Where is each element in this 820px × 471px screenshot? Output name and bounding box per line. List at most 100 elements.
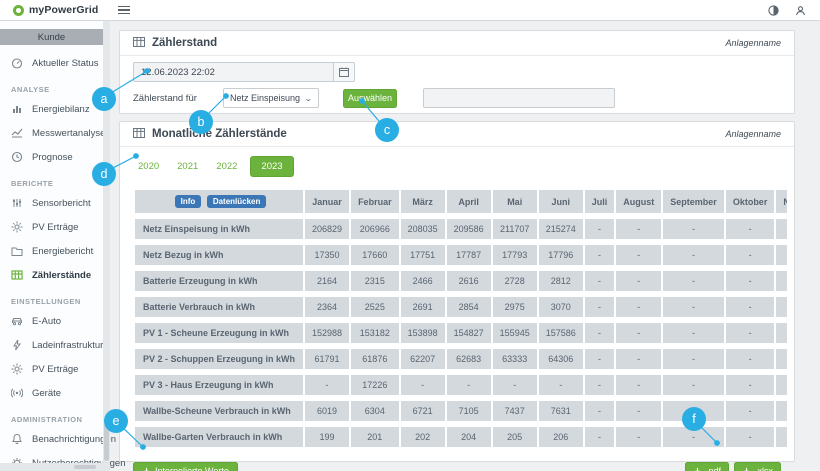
value-cell: 206: [538, 427, 583, 447]
meter-reading-card: Zählerstand Anlagenname Zählerstand für …: [119, 30, 795, 114]
value-cell: -: [584, 375, 615, 395]
value-cell: -: [616, 297, 662, 317]
sidebar-item-label: Ladeinfrastruktur: [32, 339, 104, 351]
meter-type-select[interactable]: Netz Einspeisung ⌄: [223, 88, 319, 108]
export-xlsx-button[interactable]: .xlsx: [734, 462, 781, 471]
car-icon: [11, 315, 23, 327]
tab-2022[interactable]: 2022: [216, 161, 238, 172]
value-cell: 157586: [538, 323, 583, 343]
selected-option: Netz Einspeisung: [230, 93, 301, 103]
value-cell: -: [725, 297, 775, 317]
value-cell: 211707: [492, 219, 537, 239]
value-cell: -: [616, 375, 662, 395]
export-pdf-button[interactable]: .pdf: [684, 462, 729, 471]
value-cell: -: [584, 323, 615, 343]
select-button[interactable]: Auswählen: [343, 88, 397, 108]
annotation-marker-b: b: [189, 110, 213, 134]
value-cell: 7105: [446, 401, 491, 421]
sidebar-item-benachrichtigungen[interactable]: Benachrichtigungen: [0, 427, 116, 451]
table-row: Batterie Erzeugung in kWh 2164 2315 2466 261…: [135, 271, 787, 291]
row-label: PV 1 - Scheune Erzeugung in kWh: [135, 323, 304, 343]
value-cell: -: [584, 427, 615, 447]
row-label: Wallbe-Scheune Verbrauch in kWh: [135, 401, 304, 421]
sidebar-item-aktueller-status[interactable]: Aktueller Status: [0, 51, 110, 75]
value-cell: -: [446, 375, 491, 395]
value-cell: -: [725, 271, 775, 291]
value-cell: 208035: [400, 219, 445, 239]
value-cell: 2525: [351, 297, 399, 317]
tab-2023-active[interactable]: 2023: [250, 156, 294, 177]
sidebar-item-label: Energiebilanz: [32, 103, 90, 115]
table-icon: [11, 269, 23, 281]
value-cell: 206829: [305, 219, 350, 239]
tab-2020[interactable]: 2020: [138, 161, 160, 172]
month-header: März: [400, 190, 445, 213]
month-header: Juli: [584, 190, 615, 213]
sidebar-item-ladeinfrastruktur[interactable]: Ladeinfrastruktur: [0, 333, 110, 357]
sidebar-item-energiebilanz[interactable]: Energiebilanz: [0, 97, 110, 121]
value-cell: 2164: [305, 271, 350, 291]
clock-icon: [11, 151, 23, 163]
value-cell: 6721: [400, 401, 445, 421]
value-cell: 62207: [400, 349, 445, 369]
sidebar-item-e-auto[interactable]: E-Auto: [0, 309, 110, 333]
table-row: PV 2 - Schuppen Erzeugung in kWh 61791 618…: [135, 349, 787, 369]
month-header: Februar: [351, 190, 399, 213]
datetime-input[interactable]: [133, 62, 333, 82]
sidebar-item-prognose[interactable]: Prognose: [0, 145, 110, 169]
devices-icon: [11, 387, 23, 399]
sidebar-item-geraete[interactable]: Geräte: [0, 381, 110, 405]
monthly-readings-card: Monatliche Zählerstände Anlagenname 2020…: [119, 121, 795, 471]
value-cell: 17751: [400, 245, 445, 265]
value-cell: 2315: [351, 271, 399, 291]
value-cell: 7631: [538, 401, 583, 421]
sidebar-item-pv-ertraege-bericht[interactable]: PV Erträge: [0, 215, 110, 239]
sidebar-scrollbar[interactable]: [103, 21, 110, 471]
value-cell: -: [776, 401, 787, 421]
app-logo: myPowerGrid: [0, 4, 110, 16]
sidebar-item-label: Messwertanalyse: [32, 127, 106, 139]
meter-value-input[interactable]: [423, 88, 615, 108]
table-row: Netz Bezug in kWh 17350 17660 17751 17787 177…: [135, 245, 787, 265]
annotation-marker-f: f: [682, 407, 706, 431]
value-cell: -: [616, 427, 662, 447]
data-gaps-badge[interactable]: Datenlücken: [206, 195, 267, 208]
value-cell: -: [776, 219, 787, 239]
sidebar-item-pv-ertraege-einstellung[interactable]: PV Erträge: [0, 357, 110, 381]
user-icon[interactable]: [795, 5, 806, 16]
meter-for-label: Zählerstand für: [133, 92, 197, 104]
button-label: .xlsx: [755, 466, 773, 471]
sliders-icon: [11, 197, 23, 209]
value-cell: 2364: [305, 297, 350, 317]
sidebar-item-energiebericht[interactable]: Energiebericht: [0, 239, 110, 263]
value-cell: 202: [400, 427, 445, 447]
value-cell: -: [616, 401, 662, 421]
contrast-icon[interactable]: [768, 4, 779, 16]
sidebar-item-sensorbericht[interactable]: Sensorbericht: [0, 191, 110, 215]
value-cell: -: [776, 323, 787, 343]
interpolated-values-button[interactable]: Interpolierte Werte: [133, 462, 238, 471]
sidebar-item-zaehlerstaende[interactable]: Zählerstände: [0, 263, 110, 287]
sidebar-item-label: Aktueller Status: [32, 57, 99, 69]
value-cell: 3070: [538, 297, 583, 317]
table-icon: [133, 34, 145, 52]
card-title: Monatliche Zählerstände: [152, 128, 287, 140]
menu-toggle-icon[interactable]: [118, 4, 130, 17]
tab-2021[interactable]: 2021: [177, 161, 199, 172]
chevron-down-icon: ⌄: [303, 93, 314, 103]
annotation-marker-a: a: [92, 87, 116, 111]
sidebar-horizontal-scrollbar[interactable]: [0, 463, 110, 471]
calendar-button[interactable]: [333, 62, 355, 82]
value-cell: -: [725, 323, 775, 343]
sidebar-item-label: Benachrichtigungen: [32, 433, 116, 445]
value-cell: -: [616, 219, 662, 239]
value-cell: -: [776, 427, 787, 447]
value-cell: -: [725, 219, 775, 239]
brand-name: myPowerGrid: [29, 4, 99, 16]
sidebar-item-messwertanalyse[interactable]: Messwertanalyse: [0, 121, 110, 145]
bell-icon: [11, 433, 23, 445]
annotation-marker-e: e: [104, 409, 128, 433]
value-cell: -: [584, 271, 615, 291]
section-analyse: ANALYSE: [11, 85, 50, 94]
info-badge[interactable]: Info: [174, 195, 202, 208]
